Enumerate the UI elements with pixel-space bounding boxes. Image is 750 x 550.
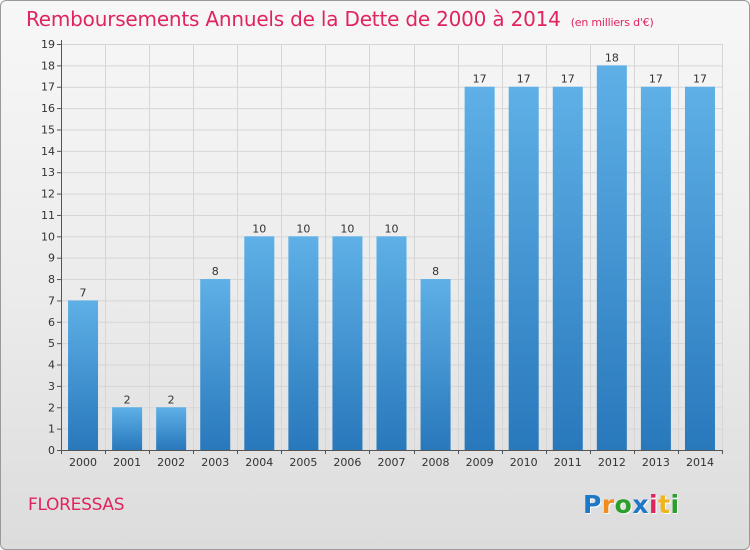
x-tick-label: 2010 [510,456,538,469]
data-label-2011: 17 [561,73,575,86]
y-tick-label: 9 [48,252,55,265]
unit-label: (en milliers d'€) [570,16,654,29]
bar-2002 [156,407,187,450]
y-tick-label: 6 [48,316,55,329]
x-tick-label: 2003 [201,456,229,469]
y-tick-label: 7 [48,294,55,307]
bar-2001 [112,407,143,450]
data-label-2010: 17 [517,73,531,86]
x-tick-label: 2001 [113,456,141,469]
labels: 0123456789101112131415161718197200022001… [41,38,714,469]
x-tick-label: 2007 [378,456,406,469]
data-label-2001: 2 [124,393,131,406]
y-tick-label: 10 [41,230,55,243]
y-tick-label: 0 [48,444,55,457]
bar-2007 [376,236,407,450]
y-tick-label: 8 [48,273,55,286]
bar-2008 [420,279,451,450]
data-label-2012: 18 [605,51,619,64]
y-tick-label: 19 [41,38,55,51]
logo-letter: P [583,490,602,519]
bar-2011 [552,86,583,450]
y-tick-label: 5 [48,337,55,350]
x-tick-label: 2000 [69,456,97,469]
bar-2014 [684,86,715,450]
x-tick-label: 2014 [686,456,714,469]
axes [57,40,723,454]
data-label-2000: 7 [80,286,87,299]
x-tick-label: 2006 [333,456,361,469]
bar-2000 [68,300,99,450]
y-tick-label: 2 [48,401,55,414]
logo-letter: i [670,490,680,519]
commune-name: FLORESSAS [28,495,125,515]
bar-2013 [640,86,671,450]
data-label-2013: 17 [649,73,663,86]
bar-2006 [332,236,363,450]
x-tick-label: 2008 [422,456,450,469]
data-label-2008: 8 [432,265,439,278]
data-label-2003: 8 [212,265,219,278]
y-tick-label: 13 [41,166,55,179]
bar-2012 [596,65,627,451]
data-label-2014: 17 [693,73,707,86]
logo-letter: o [614,490,633,519]
bar-2004 [244,236,275,450]
data-label-2005: 10 [296,222,310,235]
y-tick-label: 12 [41,188,55,201]
x-tick-label: 2009 [466,456,494,469]
y-tick-label: 1 [48,423,55,436]
logo-letter: x [632,490,649,519]
bar-2009 [464,86,495,450]
x-tick-label: 2004 [245,456,273,469]
bar-2003 [200,279,231,450]
proxiti-logo: Proxiti [583,490,680,519]
x-tick-label: 2011 [554,456,582,469]
data-label-2004: 10 [252,222,266,235]
bar-2005 [288,236,319,450]
bars [68,65,715,451]
y-tick-label: 14 [41,145,55,158]
y-tick-label: 15 [41,123,55,136]
data-label-2006: 10 [340,222,354,235]
y-tick-label: 17 [41,81,55,94]
title-text: Remboursements Annuels de la Dette de 20… [26,7,561,31]
x-tick-label: 2002 [157,456,185,469]
y-tick-label: 3 [48,380,55,393]
x-tick-label: 2012 [598,456,626,469]
chart-title: Remboursements Annuels de la Dette de 20… [26,7,654,31]
y-tick-label: 18 [41,59,55,72]
x-tick-label: 2013 [642,456,670,469]
data-label-2002: 2 [168,393,175,406]
logo-letter: r [601,490,615,519]
logo-letter: t [658,490,671,519]
y-tick-label: 11 [41,209,55,222]
data-label-2007: 10 [385,222,399,235]
data-label-2009: 17 [473,73,487,86]
logo-letter: i [649,490,659,519]
bar-2010 [508,86,539,450]
y-tick-label: 16 [41,102,55,115]
x-tick-label: 2005 [289,456,317,469]
y-tick-label: 4 [48,359,55,372]
